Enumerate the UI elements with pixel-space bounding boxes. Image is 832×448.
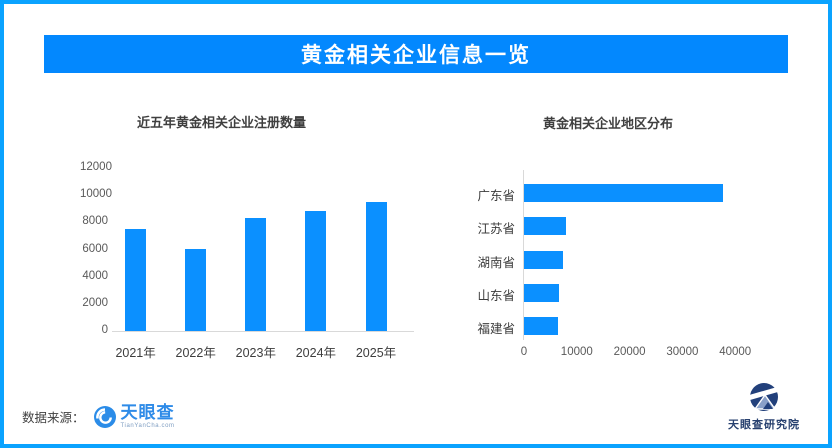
x-axis-tick: 30000 [666, 346, 699, 358]
tianyancha-logo-subtext: TianYanCha.com [120, 423, 175, 429]
right-chart-title: 黄金相关企业地区分布 [543, 116, 674, 131]
y-axis-tick: 6000 [82, 242, 108, 255]
data-source: 数据来源： 天眼查 TianYanCha.com [22, 404, 175, 429]
y-axis-tick: 4000 [82, 269, 108, 282]
x-axis-category-label: 2024年 [295, 346, 337, 360]
x-axis-tick: 10000 [560, 346, 593, 358]
title-banner: 黄金相关企业信息一览 [44, 35, 788, 73]
vertical-bar [365, 202, 387, 331]
tianyancha-logo-text: 天眼查 [120, 403, 175, 422]
horizontal-bar [524, 283, 560, 302]
region-bar-chart: 黄金相关企业地区分布 广东省江苏省湖南省山东省福建省 0 10000 20000 300… [460, 100, 812, 396]
vertical-bar [125, 229, 147, 331]
research-institute-logo: 天眼查研究院 [728, 382, 800, 432]
registration-bar-chart: 近五年黄金相关企业注册数量 0 2000 4000 6000 8000 10000 1200… [80, 100, 448, 396]
y-axis-tick: 10000 [80, 188, 112, 201]
research-institute-icon [744, 382, 784, 414]
y-axis-tick: 2000 [82, 296, 108, 309]
y-axis-category-label: 山东省 [477, 288, 515, 303]
y-axis-category-label: 江苏省 [477, 222, 515, 237]
data-source-label: 数据来源： [22, 411, 85, 425]
x-axis-category-label: 2022年 [175, 346, 216, 360]
tianyancha-eye-icon [93, 405, 117, 429]
vertical-bar [185, 248, 207, 331]
y-axis-line [523, 170, 524, 340]
x-axis-line [112, 331, 414, 332]
y-axis-category-label: 湖南省 [477, 255, 515, 270]
research-institute-text: 天眼查研究院 [728, 419, 800, 431]
left-chart-title: 近五年黄金相关企业注册数量 [137, 115, 307, 130]
vertical-bar [305, 210, 327, 331]
horizontal-bar [524, 250, 563, 269]
x-axis-category-label: 2025年 [355, 346, 397, 360]
y-axis-tick: 8000 [82, 215, 108, 228]
tianyancha-logo: 天眼查 TianYanCha.com [93, 404, 175, 429]
x-axis-category-label: 2021年 [115, 346, 156, 360]
x-axis-tick: 20000 [613, 346, 646, 358]
page-title: 黄金相关企业信息一览 [301, 44, 531, 67]
vertical-bar [245, 218, 267, 331]
y-axis-category-label: 广东省 [477, 189, 515, 203]
horizontal-bar [524, 317, 559, 336]
horizontal-bar [524, 184, 723, 202]
horizontal-bar [524, 217, 566, 236]
y-axis-tick: 12000 [80, 161, 112, 173]
x-axis-tick: 0 [520, 346, 528, 358]
y-axis-category-label: 福建省 [477, 322, 515, 337]
y-axis-tick: 0 [101, 324, 108, 336]
x-axis-tick: 40000 [719, 346, 752, 358]
x-axis-category-label: 2023年 [235, 346, 276, 360]
